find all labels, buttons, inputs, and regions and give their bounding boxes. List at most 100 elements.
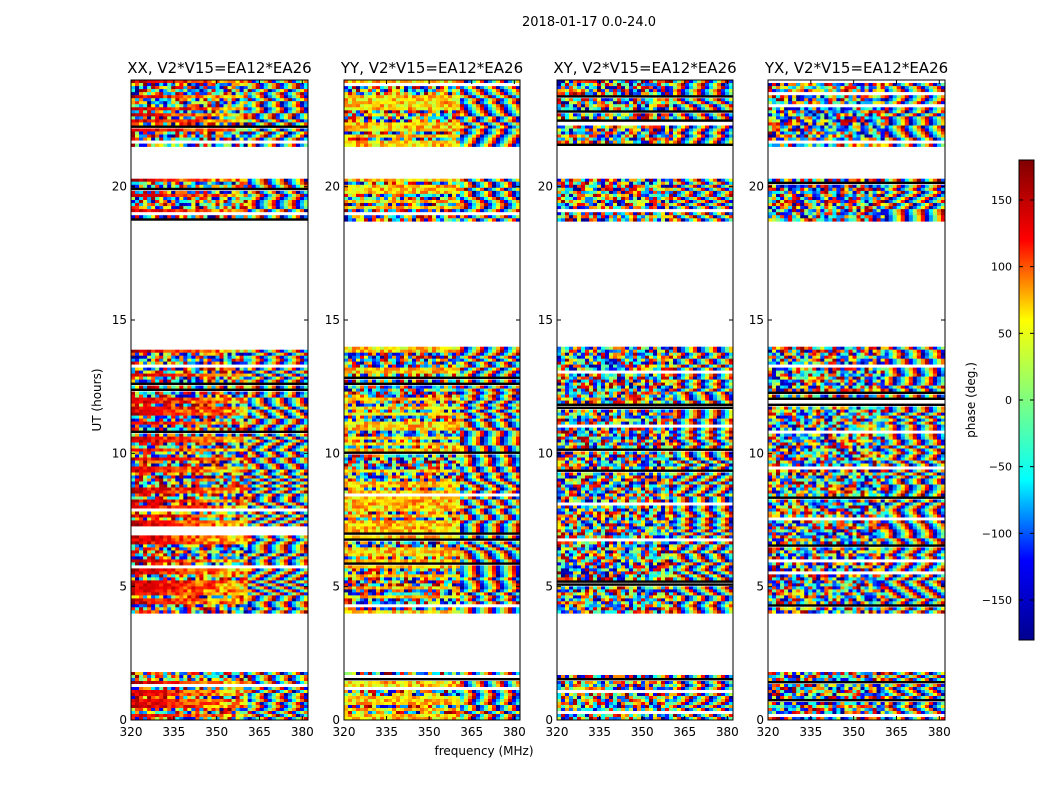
heatmap-cell: [135, 376, 140, 380]
heatmap-cell: [215, 714, 220, 718]
heatmap-cell: [195, 409, 200, 413]
heatmap-cell: [155, 607, 160, 611]
heatmap-cell: [275, 556, 281, 560]
heatmap-cell: [227, 502, 232, 506]
heatmap-cell: [231, 448, 236, 452]
heatmap-cell: [147, 481, 152, 485]
heatmap-cell: [159, 592, 164, 596]
heatmap-cell: [135, 559, 140, 563]
heatmap-cell: [139, 601, 144, 605]
heatmap-cell: [135, 391, 140, 395]
heatmap-cell: [143, 349, 148, 353]
heatmap-cell: [155, 469, 160, 473]
heatmap-cell: [243, 454, 248, 458]
heatmap-cell: [219, 355, 224, 359]
heatmap-cell: [219, 370, 224, 374]
heatmap-cell: [271, 370, 277, 374]
heatmap-cell: [171, 367, 176, 371]
heatmap-cell: [151, 490, 156, 494]
heatmap-cell: [243, 361, 248, 365]
heatmap-cell: [235, 178, 240, 182]
heatmap-cell: [291, 421, 297, 425]
heatmap-cell: [187, 598, 192, 602]
heatmap-cell: [179, 178, 184, 182]
heatmap-cell: [223, 181, 228, 185]
heatmap-cell: [131, 487, 136, 491]
heatmap-cell: [259, 83, 265, 87]
heatmap-cell: [183, 550, 188, 554]
heatmap-cell: [135, 418, 140, 422]
heatmap-cell: [151, 373, 156, 377]
heatmap-cell: [175, 463, 180, 467]
heatmap-cell: [271, 376, 277, 380]
heatmap-cell: [135, 702, 140, 706]
heatmap-cell: [151, 203, 156, 207]
heatmap-cell: [171, 711, 176, 715]
heatmap-cell: [195, 454, 200, 458]
heatmap-cell: [263, 463, 269, 467]
heatmap-cell: [227, 687, 232, 691]
heatmap-cell: [235, 184, 240, 189]
heatmap-cell: [135, 190, 140, 195]
heatmap-cell: [279, 92, 285, 96]
heatmap-cell: [271, 708, 277, 712]
heatmap-cell: [211, 466, 216, 470]
heatmap-cell: [263, 349, 269, 353]
heatmap-cell: [179, 439, 184, 443]
heatmap-cell: [255, 687, 261, 691]
heatmap-cell: [263, 442, 269, 446]
heatmap-cell: [275, 541, 281, 545]
heatmap-cell: [295, 711, 301, 715]
heatmap-cell: [239, 98, 244, 102]
heatmap-cell: [151, 562, 156, 566]
heatmap-cell: [203, 376, 208, 380]
heatmap-cell: [183, 571, 188, 575]
heatmap-cell: [231, 487, 236, 491]
heatmap-cell: [235, 385, 240, 389]
heatmap-cell: [187, 361, 192, 365]
heatmap-cell: [255, 604, 261, 608]
heatmap-cell: [191, 373, 196, 377]
heatmap-cell: [259, 200, 265, 204]
heatmap-cell: [151, 439, 156, 443]
heatmap-cell: [267, 454, 273, 458]
heatmap-cell: [199, 547, 204, 551]
heatmap-cell: [279, 478, 285, 482]
heatmap-cell: [271, 496, 277, 500]
heatmap-cell: [243, 550, 248, 554]
heatmap-cell: [255, 690, 261, 694]
heatmap-cell: [251, 469, 257, 473]
heatmap-cell: [219, 376, 224, 380]
heatmap-cell: [163, 197, 168, 201]
heatmap-cell: [179, 535, 184, 539]
heatmap-cell: [263, 355, 269, 359]
heatmap-cell: [219, 493, 224, 497]
heatmap-cell: [207, 541, 212, 545]
heatmap-cell: [147, 460, 152, 464]
heatmap-cell: [267, 457, 273, 461]
heatmap-cell: [259, 502, 265, 506]
flag-row: [131, 508, 308, 511]
heatmap-cell: [135, 538, 140, 542]
heatmap-cell: [219, 460, 224, 464]
heatmap-cell: [271, 190, 277, 195]
heatmap-cell: [183, 206, 188, 210]
heatmap-cell: [267, 469, 273, 473]
heatmap-cell: [167, 184, 172, 189]
heatmap-cell: [195, 86, 200, 90]
heatmap-cell: [183, 469, 188, 473]
heatmap-cell: [151, 379, 156, 383]
heatmap-cell: [295, 403, 301, 407]
heatmap-cell: [231, 505, 236, 509]
heatmap-cell: [287, 678, 293, 682]
heatmap-cell: [255, 181, 261, 185]
heatmap-cell: [179, 523, 184, 527]
heatmap-cell: [211, 463, 216, 467]
heatmap-cell: [211, 708, 216, 712]
heatmap-cell: [215, 481, 220, 485]
heatmap-cell: [199, 681, 204, 685]
heatmap-cell: [227, 472, 232, 476]
heatmap-cell: [223, 678, 228, 682]
heatmap-cell: [131, 562, 136, 566]
heatmap-cell: [287, 595, 293, 599]
